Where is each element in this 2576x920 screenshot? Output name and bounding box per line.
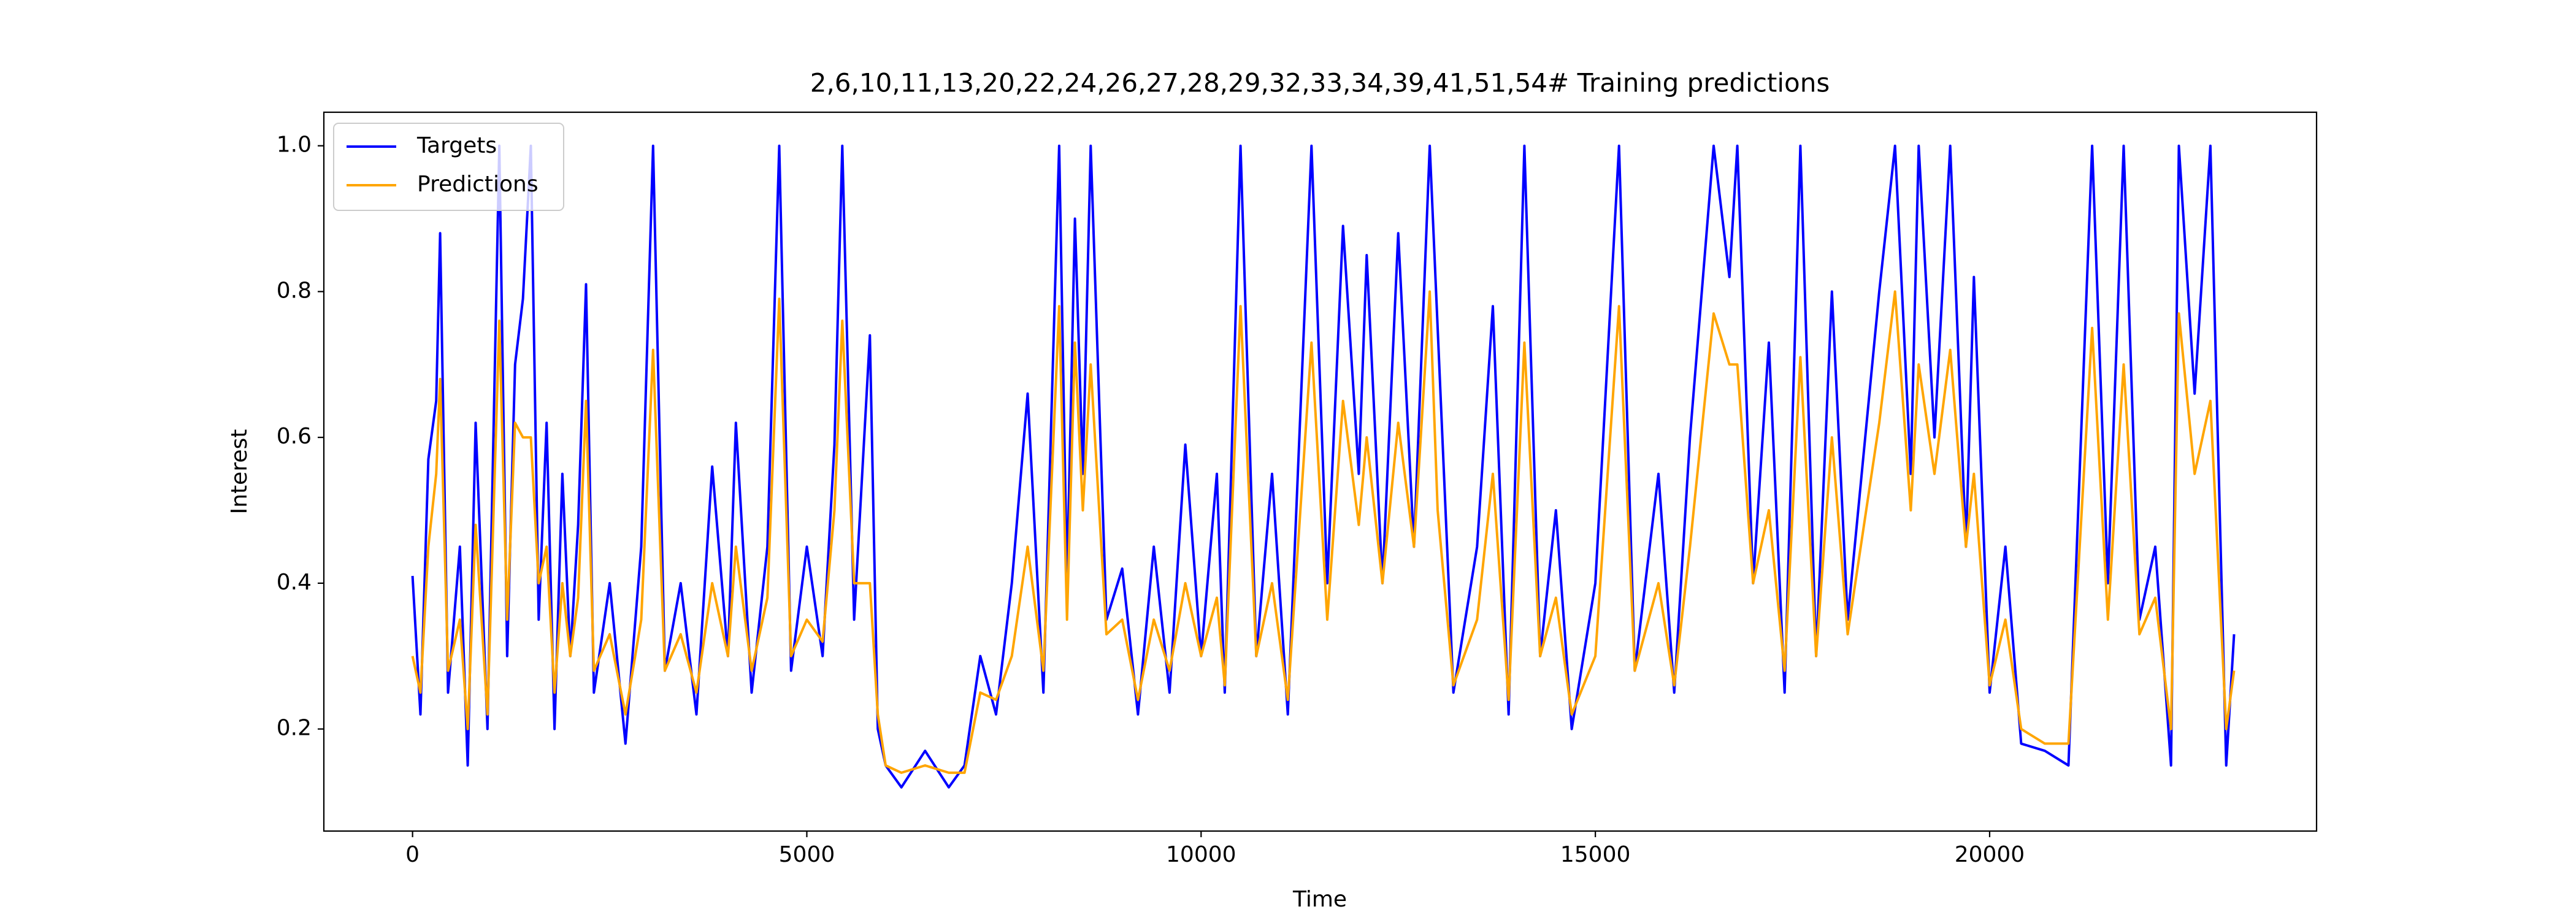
y-tick-label: 0.6 xyxy=(277,424,312,449)
series-line xyxy=(411,144,2236,789)
series-line xyxy=(411,290,2236,774)
y-tick-label: 0.2 xyxy=(277,716,312,741)
legend-box xyxy=(333,123,564,211)
legend-label: Targets xyxy=(416,133,497,158)
x-tick-label: 0 xyxy=(405,842,420,867)
x-tick-label: 20000 xyxy=(1955,842,2025,867)
axes-frame xyxy=(323,111,2318,832)
x-tick-label: 5000 xyxy=(779,842,835,867)
x-tick-label: 15000 xyxy=(1560,842,1631,867)
x-tick-label: 10000 xyxy=(1166,842,1236,867)
x-axis-label: Time xyxy=(1292,887,1347,912)
y-tick-label: 1.0 xyxy=(277,132,312,158)
y-axis-label: Interest xyxy=(227,429,252,515)
y-tick-label: 0.8 xyxy=(277,278,312,303)
chart-title: 2,6,10,11,13,20,22,24,26,27,28,29,32,33,… xyxy=(810,68,1830,98)
legend-label: Predictions xyxy=(417,172,539,197)
y-tick-label: 0.4 xyxy=(277,570,312,595)
